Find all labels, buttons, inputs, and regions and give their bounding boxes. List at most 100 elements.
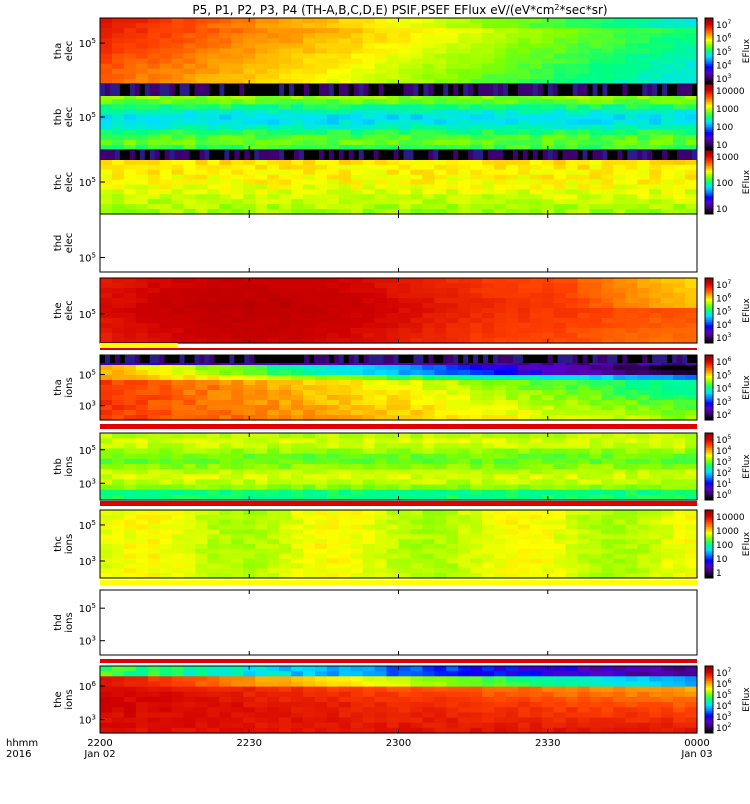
heatmap-cell — [387, 194, 400, 200]
heatmap-cell — [291, 69, 304, 75]
heatmap-cell — [590, 170, 603, 176]
heatmap-cell — [685, 549, 698, 554]
heatmap-cell — [315, 38, 328, 44]
heatmap-cell — [112, 18, 125, 24]
heatmap-cell — [112, 48, 125, 54]
heatmap-cell — [566, 43, 579, 49]
heatmap-cell — [243, 568, 256, 573]
heatmap-cell — [255, 99, 268, 105]
heatmap-cell — [566, 28, 579, 34]
heatmap-cell — [649, 204, 662, 210]
heatmap-cell — [530, 559, 543, 564]
colorbar-tick-label: 103 — [716, 396, 731, 408]
heatmap-cell — [172, 559, 185, 564]
heatmap-cell — [410, 410, 423, 416]
heatmap-cell — [267, 375, 280, 381]
heatmap-cell — [291, 114, 304, 120]
heatmap-cell — [506, 204, 519, 210]
heatmap-cell — [685, 563, 698, 568]
heatmap-cell — [685, 525, 698, 530]
heatmap-cell — [673, 474, 686, 480]
heatmap-cell — [387, 189, 400, 195]
heatmap-cell — [637, 298, 650, 304]
heatmap-cell — [434, 283, 447, 289]
heatmap-cell — [255, 114, 268, 120]
heatmap-cell — [470, 490, 483, 496]
ylabel-probe: thc — [53, 174, 64, 190]
heatmap-cell — [470, 520, 483, 525]
heatmap-cell — [482, 405, 495, 411]
heatmap-cell — [613, 199, 626, 205]
heatmap-cell — [434, 380, 447, 386]
heatmap-cell — [375, 469, 388, 475]
heatmap-cell — [494, 554, 507, 559]
heatmap-cell — [136, 33, 149, 39]
heatmap-cell — [446, 370, 459, 376]
heatmap-cell — [303, 375, 316, 381]
heatmap-cell — [124, 405, 137, 411]
heatmap-cell — [136, 328, 149, 334]
heatmap-cell — [387, 539, 400, 544]
heatmap-cell — [446, 28, 459, 34]
heatmap-cell — [518, 204, 531, 210]
heatmap-cell — [160, 165, 173, 171]
heatmap-cell — [291, 333, 304, 339]
heatmap-cell — [482, 433, 495, 439]
heatmap-cell — [410, 184, 423, 190]
heatmap-cell — [685, 395, 698, 401]
heatmap-cell — [327, 140, 340, 146]
heatmap-cell — [578, 375, 591, 381]
heatmap-cell — [255, 433, 268, 439]
heatmap-cell — [661, 18, 674, 24]
heatmap-cell — [387, 400, 400, 406]
heatmap-cell — [578, 479, 591, 485]
heatmap-cell — [661, 515, 674, 520]
heatmap-cell — [542, 104, 555, 110]
heatmap-cell — [518, 199, 531, 205]
heatmap-cell — [231, 54, 244, 60]
heatmap-cell — [399, 390, 412, 396]
heatmap-cell — [613, 38, 626, 44]
heatmap-cell — [160, 464, 173, 470]
heatmap-cell — [160, 400, 173, 406]
heatmap-cell — [243, 165, 256, 171]
heatmap-cell — [219, 298, 232, 304]
heatmap-cell — [399, 333, 412, 339]
heatmap-cell — [100, 175, 113, 181]
heatmap-cell — [542, 464, 555, 470]
heatmap-cell — [172, 165, 185, 171]
heatmap-cell — [231, 130, 244, 136]
heatmap-cell — [327, 278, 340, 284]
heatmap-cell — [458, 293, 471, 299]
heatmap-cell — [387, 318, 400, 324]
heatmap-cell — [613, 313, 626, 319]
heatmap-cell — [458, 48, 471, 54]
heatmap-cell — [422, 563, 435, 568]
heatmap-cell — [387, 365, 400, 371]
heatmap-cell — [124, 165, 137, 171]
heatmap-cell — [446, 135, 459, 141]
heatmap-cell — [446, 380, 459, 386]
heatmap-cell — [351, 534, 364, 539]
heatmap-cell — [637, 469, 650, 475]
heatmap-cell — [506, 308, 519, 314]
heatmap-cell — [530, 438, 543, 444]
heatmap-cell — [554, 469, 567, 475]
heatmap-cell — [446, 38, 459, 44]
heatmap-cell — [506, 380, 519, 386]
heatmap-cell — [207, 563, 220, 568]
heatmap-cell — [506, 534, 519, 539]
heatmap-cell — [315, 130, 328, 136]
heatmap-cell — [458, 375, 471, 381]
heatmap-cell — [243, 175, 256, 181]
heatmap-cell — [422, 454, 435, 460]
heatmap-cell — [124, 170, 137, 176]
colorbar-tick-label: 106 — [716, 292, 731, 304]
heatmap-cell — [625, 313, 638, 319]
heatmap-cell — [554, 525, 567, 530]
heatmap-cell — [446, 328, 459, 334]
heatmap-cell — [172, 99, 185, 105]
heatmap-cell — [506, 135, 519, 141]
heatmap-cell — [566, 104, 579, 110]
heatmap-cell — [303, 140, 316, 146]
